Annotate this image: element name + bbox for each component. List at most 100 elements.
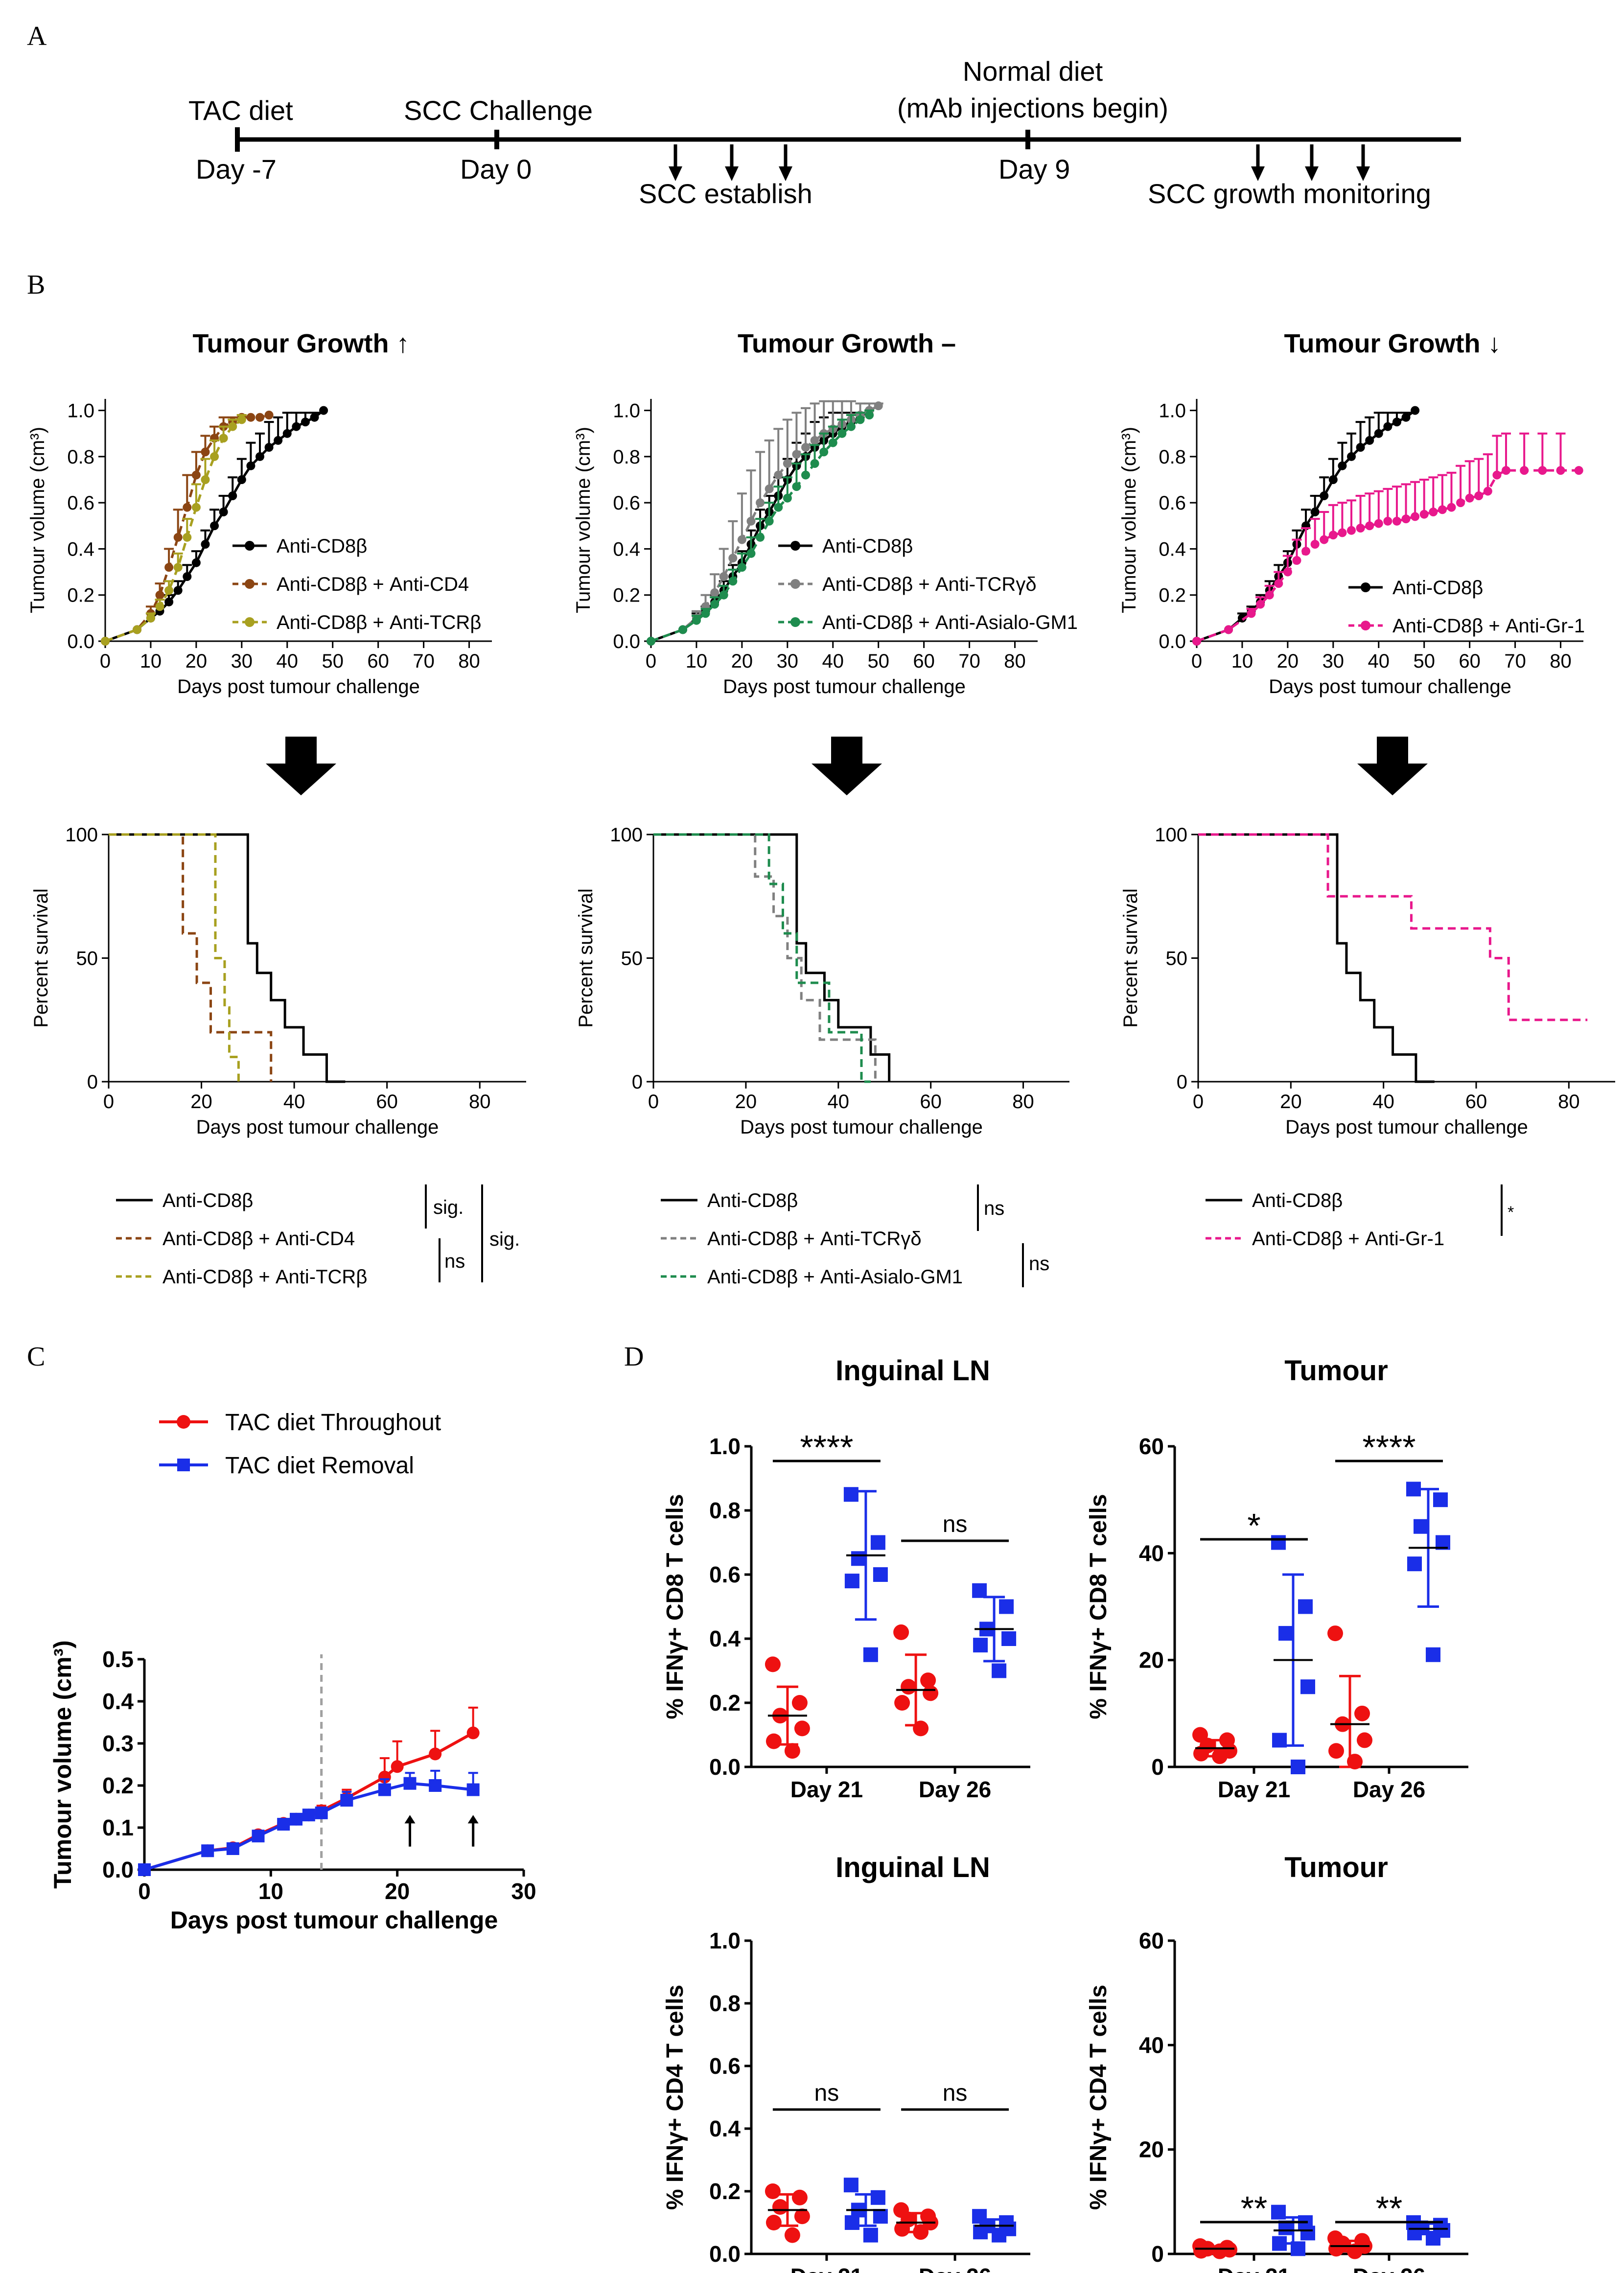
- series-2: [647, 409, 875, 646]
- data-point: [1320, 535, 1329, 544]
- legend-label: Anti-CD8β + Anti-Gr-1: [1252, 1228, 1444, 1250]
- data-point: [378, 1770, 391, 1784]
- data-point: [340, 1794, 353, 1807]
- data-point: [164, 597, 174, 606]
- data-point: [1354, 1705, 1370, 1721]
- label-mab-injections: (mAb injections begin): [897, 93, 1168, 123]
- label-scc-challenge: SCC Challenge: [404, 95, 593, 126]
- x-axis-title: Days post tumour challenge: [177, 676, 420, 697]
- data-point: [692, 616, 701, 625]
- y-tick-label: 0.8: [709, 1991, 741, 2016]
- data-point: [844, 2215, 859, 2230]
- x-tick-label: Day 26: [1353, 2264, 1425, 2273]
- data-point: [1401, 413, 1411, 422]
- y-tick-label: 0: [1177, 1071, 1187, 1093]
- x-tick-label: 30: [511, 1879, 536, 1904]
- data-point: [155, 590, 164, 600]
- x-tick-label: 70: [958, 650, 980, 672]
- x-tick-label: 0: [1191, 650, 1202, 672]
- legend-label: Anti-CD8β + Anti-TCRβ: [162, 1266, 367, 1288]
- data-point: [1383, 422, 1392, 431]
- x-tick-label: 60: [1465, 1091, 1487, 1113]
- data-point: [756, 498, 765, 508]
- x-tick-label: 30: [1322, 650, 1345, 672]
- data-point: [972, 1583, 987, 1598]
- data-point: [1556, 466, 1565, 475]
- data-point: [874, 401, 883, 411]
- data-point: [301, 417, 310, 427]
- data-point: [183, 533, 192, 542]
- x-tick-label: 10: [686, 650, 708, 672]
- legend-label: Anti-CD8β: [277, 535, 367, 557]
- y-tick-label: 0.0: [102, 1857, 134, 1882]
- x-tick-label: 80: [1558, 1091, 1580, 1113]
- y-tick-label: 100: [65, 824, 98, 846]
- data-point: [728, 554, 738, 563]
- data-point: [1356, 443, 1365, 452]
- data-point: [710, 600, 719, 609]
- data-point: [1520, 466, 1529, 475]
- x-axis-title: Days post tumour challenge: [1269, 676, 1511, 697]
- y-tick-label: 0.2: [67, 585, 94, 606]
- y-tick-label: 0: [632, 1071, 643, 1093]
- data-point: [1001, 1631, 1017, 1646]
- big-arrow-2: [812, 737, 882, 795]
- legend-label: Anti-CD8β + Anti-Asialo-GM1: [707, 1266, 963, 1288]
- data-point: [183, 503, 192, 512]
- data-point: [1338, 461, 1347, 470]
- legend-label: Anti-CD8β + Anti-CD4: [277, 574, 469, 595]
- data-point: [226, 1842, 239, 1855]
- timeline-arrow-head-4: [1305, 166, 1319, 181]
- y-tick-label: 60: [1139, 1434, 1164, 1459]
- data-point: [1212, 1748, 1228, 1764]
- data-point: [1383, 516, 1392, 526]
- chart-title: Inguinal LN: [835, 1852, 990, 1883]
- x-tick-label: 30: [231, 650, 253, 672]
- data-point: [828, 438, 837, 447]
- data-point: [138, 1863, 151, 1876]
- data-point: [1419, 510, 1429, 519]
- data-point: [1447, 503, 1456, 512]
- data-point: [210, 452, 219, 461]
- y-axis-title: % IFNγ+ CD8 T cells: [662, 1494, 688, 1719]
- x-tick-label: Day 21: [1218, 1777, 1290, 1802]
- data-point: [1212, 2243, 1228, 2259]
- big-arrow-2-head: [812, 764, 882, 795]
- data-point: [1347, 1754, 1363, 1770]
- data-point: [1300, 2226, 1315, 2241]
- x-tick-label: 20: [1280, 1091, 1302, 1113]
- panel-a-timeline: A TAC diet SCC Challenge Normal diet (mA…: [27, 21, 1461, 209]
- data-point: [766, 1733, 782, 1749]
- data-point: [191, 470, 201, 480]
- legend-marker: [790, 579, 800, 589]
- series-0: [138, 1706, 480, 1876]
- y-tick-label: 0.4: [102, 1689, 134, 1714]
- group-1: [1271, 2204, 1315, 2256]
- legend-label: Anti-CD8β + Anti-TCRγδ: [822, 574, 1037, 595]
- y-tick-label: 60: [1139, 1928, 1164, 1953]
- data-point: [173, 586, 183, 595]
- x-tick-label: 50: [322, 650, 344, 672]
- data-point: [765, 516, 774, 526]
- x-tick-label: Day 21: [790, 2264, 863, 2273]
- data-point: [844, 1574, 859, 1589]
- group-1: [843, 2178, 888, 2243]
- chart-B-growth-1: Tumour Growth ↑ 0 10 20 30 40 50 60 70 80 0.0 0.2 0.…: [27, 329, 492, 697]
- y-tick-label: 1.0: [613, 400, 640, 422]
- data-point: [403, 1777, 417, 1790]
- sig-label: **: [1241, 2189, 1267, 2227]
- series-line: [1198, 833, 1588, 1021]
- data-point: [101, 637, 110, 646]
- data-point: [973, 1638, 988, 1653]
- timeline-arrow-head-3: [1251, 166, 1265, 181]
- big-arrow-2-shaft: [831, 737, 862, 766]
- series-0: [1192, 406, 1420, 646]
- y-tick-label: 0.8: [1159, 446, 1186, 468]
- data-point: [201, 540, 210, 549]
- data-point: [173, 533, 183, 542]
- y-tick-label: 0.4: [709, 1626, 741, 1651]
- panel-letter-d: D: [624, 1342, 644, 1372]
- sig-label: **: [1376, 2189, 1402, 2227]
- data-point: [1328, 531, 1338, 540]
- data-point: [264, 411, 274, 419]
